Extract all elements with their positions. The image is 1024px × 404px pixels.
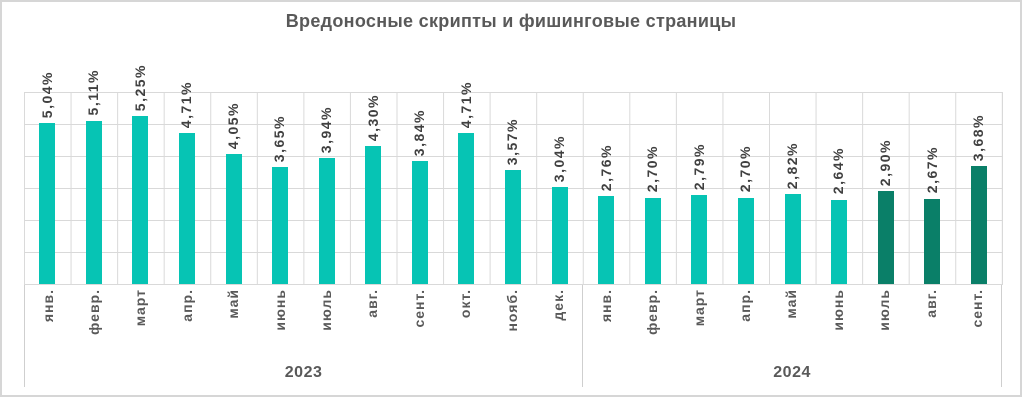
- month-label: апр.: [178, 289, 195, 322]
- bar: [877, 191, 894, 284]
- bar-value-label: 3,57%: [504, 117, 521, 165]
- bar-value-label: 2,70%: [644, 145, 661, 193]
- month-label: нояб.: [503, 289, 520, 332]
- bar: [85, 120, 102, 284]
- month-label: дек.: [550, 289, 567, 321]
- chart-title: Вредоносные скрипты и фишинговые страниц…: [285, 11, 737, 31]
- bar-value-label: 2,76%: [597, 143, 614, 191]
- bar-slot: 3,04%: [536, 92, 583, 284]
- bar: [831, 199, 848, 284]
- bar-slot: 4,30%: [350, 92, 397, 284]
- bar-value-label: 5,25%: [131, 63, 148, 111]
- month-label: май: [783, 289, 800, 319]
- bar-value-label: 3,04%: [550, 134, 567, 182]
- bar: [458, 133, 475, 284]
- bar-slot: 5,04%: [24, 71, 71, 284]
- category-axis: янв. февр. март апр. май июнь июль авг. сент. окт…: [24, 285, 1002, 387]
- month-label: сент.: [410, 289, 427, 328]
- bar: [551, 186, 568, 284]
- year-label: 2023: [284, 364, 323, 381]
- bar-value-label: 3,65%: [271, 115, 288, 163]
- year-label: 2024: [773, 364, 811, 381]
- bar-value-label: 3,68%: [970, 114, 987, 162]
- bar: [39, 122, 56, 284]
- bar-slot: 4,05%: [210, 92, 257, 284]
- month-label: июнь: [829, 289, 846, 331]
- month-label: сент.: [969, 289, 986, 328]
- bar-slot: 2,76%: [583, 92, 630, 284]
- month-label: март: [132, 289, 149, 327]
- bar-value-label: 2,67%: [923, 146, 940, 194]
- bar: [365, 146, 382, 284]
- bar-slot: 2,79%: [676, 92, 723, 284]
- month-label: авг.: [922, 289, 939, 318]
- plot-area: 5,04% 5,11% 5,25% 4,71% 4,05% 3,65% 3,94% 4,30%…: [24, 64, 1003, 285]
- bar-slot: 2,90%: [862, 92, 909, 284]
- bar-value-label: 2,79%: [690, 142, 707, 190]
- month-label: авг.: [364, 289, 381, 318]
- bar-value-label: 4,71%: [178, 81, 195, 129]
- bar: [737, 197, 754, 284]
- bar: [924, 198, 941, 284]
- bar-slot: 4,71%: [443, 81, 490, 284]
- bar: [970, 166, 987, 284]
- bar-value-label: 3,94%: [318, 105, 335, 153]
- month-label: янв.: [39, 289, 56, 323]
- bar: [784, 193, 801, 284]
- bar: [598, 195, 615, 284]
- bar-slot: 5,25%: [117, 64, 164, 284]
- bar: [644, 197, 661, 284]
- bar-slot: 3,68%: [956, 92, 1003, 284]
- bar-value-label: 2,82%: [783, 141, 800, 189]
- month-label: июнь: [271, 289, 288, 331]
- bars-container: 5,04% 5,11% 5,25% 4,71% 4,05% 3,65% 3,94% 4,30%…: [24, 64, 1003, 284]
- bar-slot: 2,67%: [909, 92, 956, 284]
- bar-value-label: 4,05%: [224, 102, 241, 150]
- bar-value-label: 2,90%: [877, 139, 893, 187]
- bar-value-label: 4,30%: [364, 94, 381, 142]
- bar-slot: 3,57%: [490, 92, 537, 284]
- bar-value-label: 3,84%: [411, 108, 428, 157]
- year-group: янв. февр. март апр. май июнь июль авг. сент. 202…: [583, 285, 1002, 387]
- bar-value-label: 2,70%: [737, 145, 754, 193]
- bar-slot: 5,11%: [71, 69, 118, 284]
- month-label: окт.: [457, 289, 474, 319]
- month-label: март: [690, 289, 707, 327]
- year-group: янв. февр. март апр. май июнь июль авг. сент. окт…: [24, 285, 584, 387]
- month-label: февр.: [85, 289, 102, 335]
- month-label: янв.: [597, 289, 614, 323]
- bar-slot: 3,94%: [303, 92, 350, 284]
- month-label: май: [225, 289, 242, 319]
- bar-slot: 4,71%: [164, 81, 211, 284]
- bar: [179, 133, 196, 284]
- bar-slot: 2,70%: [723, 92, 770, 284]
- bar-value-label: 2,64%: [830, 147, 847, 195]
- bar-slot: 2,64%: [816, 92, 863, 284]
- month-label: апр.: [736, 289, 753, 322]
- bar-value-label: 4,71%: [457, 81, 474, 129]
- bar-slot: 3,65%: [257, 92, 304, 284]
- bar: [225, 154, 242, 284]
- bar: [272, 167, 289, 284]
- bar-slot: 3,84%: [397, 92, 444, 284]
- bar: [411, 161, 428, 284]
- bar-slot: 2,82%: [769, 92, 816, 284]
- bar-value-label: 5,11%: [85, 69, 102, 116]
- bar: [505, 169, 522, 284]
- bar-value-label: 5,04%: [38, 70, 55, 118]
- month-label: июль: [876, 289, 893, 331]
- bar: [318, 157, 335, 284]
- bar-slot: 2,70%: [630, 92, 677, 284]
- bar: [691, 194, 708, 284]
- bar: [132, 116, 149, 284]
- month-label: февр.: [644, 289, 661, 335]
- month-label: июль: [318, 289, 335, 331]
